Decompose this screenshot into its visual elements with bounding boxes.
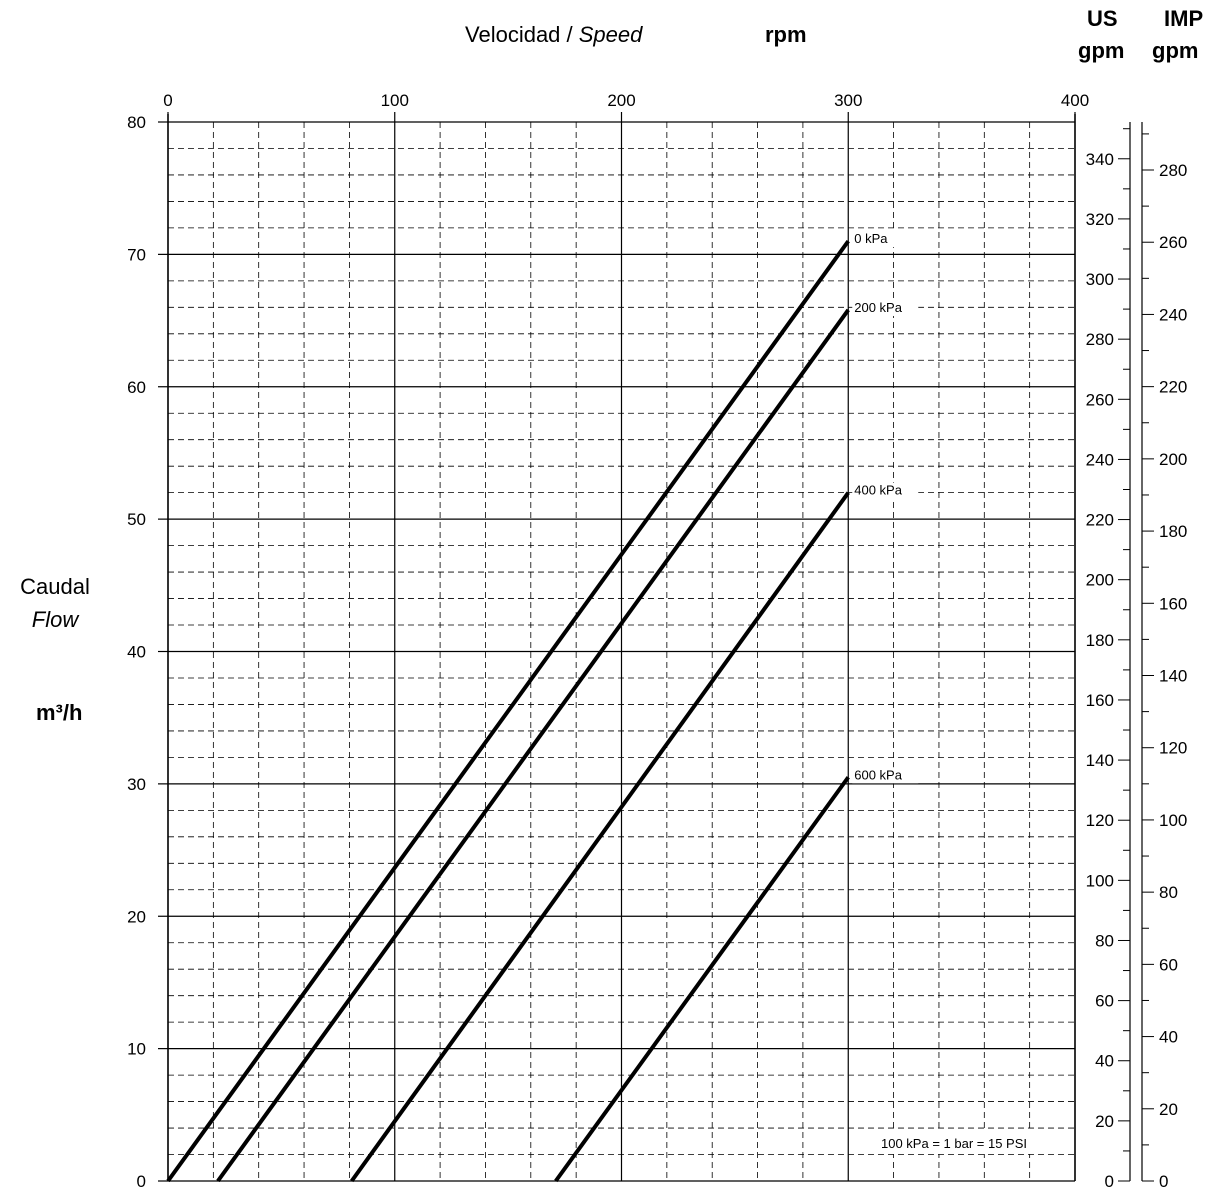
us-gpm-tick-label: 320 (1086, 210, 1114, 229)
series-label-background (852, 231, 919, 248)
imp-gpm-axis: 0 20 40 60 80 100 120 140 160 180 200 220 240 260 280 (1141, 122, 1187, 1191)
series-label: 200 kPa (854, 300, 902, 315)
imp-gpm-tick-label: 160 (1159, 594, 1187, 613)
x-tick-label: 0 (163, 91, 172, 110)
x-axis-title: Velocidad / Speed (465, 22, 643, 47)
imp-gpm-tick-label: 140 (1159, 667, 1187, 686)
imp-gpm-tick-label: 260 (1159, 233, 1187, 252)
y-tick-label: 20 (127, 907, 146, 926)
y-axis-unit: m³/h (36, 700, 82, 725)
us-gpm-tick-label: 140 (1086, 751, 1114, 770)
series-label: 400 kPa (854, 483, 902, 498)
x-tick-label: 300 (834, 91, 862, 110)
us-gpm-tick-label: 260 (1086, 390, 1114, 409)
y-tick-label: 0 (137, 1172, 146, 1191)
imp-gpm-label-line1: IMP (1164, 6, 1203, 31)
us-gpm-axis: 0 20 40 60 80 100 120 140 160 180 200 220 240 260 280 3… (1086, 122, 1131, 1191)
us-gpm-tick-label: 180 (1086, 631, 1114, 650)
y-tick-label: 80 (127, 113, 146, 132)
imp-gpm-tick-label: 60 (1159, 955, 1178, 974)
us-gpm-tick-label: 160 (1086, 691, 1114, 710)
us-gpm-label-line1: US (1087, 6, 1118, 31)
imp-gpm-tick-label: 120 (1159, 739, 1187, 758)
us-gpm-tick-label: 80 (1095, 931, 1114, 950)
y-tick-label: 50 (127, 510, 146, 529)
x-tick-label: 400 (1061, 91, 1089, 110)
series-line (216, 308, 850, 1183)
us-gpm-tick-label: 120 (1086, 811, 1114, 830)
us-gpm-label-line2: gpm (1078, 38, 1124, 63)
us-gpm-tick-label: 220 (1086, 511, 1114, 530)
us-gpm-tick-label: 200 (1086, 571, 1114, 590)
series-lines: 0 kPa 200 kPa 400 kPa 600 kPa (166, 231, 919, 1183)
y-axis-ticks: 0 10 20 30 40 50 60 70 80 (127, 113, 168, 1191)
grid (167, 121, 1076, 1182)
imp-gpm-tick-label: 280 (1159, 161, 1187, 180)
y-tick-label: 10 (127, 1040, 146, 1059)
y-axis-title-line1: Caudal (20, 574, 90, 599)
series-label-background (852, 767, 919, 784)
us-gpm-tick-label: 100 (1086, 871, 1114, 890)
x-axis-ticks: 0 100 200 300 400 (163, 91, 1089, 122)
imp-gpm-tick-label: 0 (1159, 1172, 1168, 1191)
series-label: 600 kPa (854, 767, 902, 782)
us-gpm-tick-label: 60 (1095, 992, 1114, 1011)
series-label-background (852, 482, 919, 499)
y-tick-label: 70 (127, 245, 146, 264)
series-line (554, 776, 850, 1183)
us-gpm-tick-label: 340 (1086, 150, 1114, 169)
y-axis-title-line2: Flow (32, 607, 81, 632)
us-gpm-tick-label: 280 (1086, 330, 1114, 349)
imp-gpm-tick-label: 80 (1159, 883, 1178, 902)
note-background (874, 1130, 1064, 1154)
series-label-background (852, 299, 919, 316)
imp-gpm-tick-label: 220 (1159, 378, 1187, 397)
us-gpm-tick-label: 0 (1105, 1172, 1114, 1191)
us-gpm-tick-label: 40 (1095, 1052, 1114, 1071)
plot-frame (167, 114, 1076, 1181)
us-gpm-tick-label: 240 (1086, 450, 1114, 469)
pressure-conversion-note: 100 kPa = 1 bar = 15 PSI (881, 1136, 1027, 1151)
imp-gpm-tick-label: 20 (1159, 1100, 1178, 1119)
y-tick-label: 40 (127, 643, 146, 662)
series-label: 0 kPa (854, 231, 888, 246)
series-line (166, 239, 850, 1183)
us-gpm-tick-label: 20 (1095, 1112, 1114, 1131)
x-tick-label: 200 (607, 91, 635, 110)
imp-gpm-tick-label: 240 (1159, 305, 1187, 324)
y-tick-label: 60 (127, 378, 146, 397)
imp-gpm-tick-label: 180 (1159, 522, 1187, 541)
us-gpm-tick-label: 300 (1086, 270, 1114, 289)
x-axis-unit: rpm (765, 22, 807, 47)
series-line (350, 491, 850, 1183)
x-tick-label: 100 (381, 91, 409, 110)
imp-gpm-tick-label: 40 (1159, 1028, 1178, 1047)
imp-gpm-tick-label: 200 (1159, 450, 1187, 469)
imp-gpm-tick-label: 100 (1159, 811, 1187, 830)
y-tick-label: 30 (127, 775, 146, 794)
imp-gpm-label-line2: gpm (1152, 38, 1198, 63)
